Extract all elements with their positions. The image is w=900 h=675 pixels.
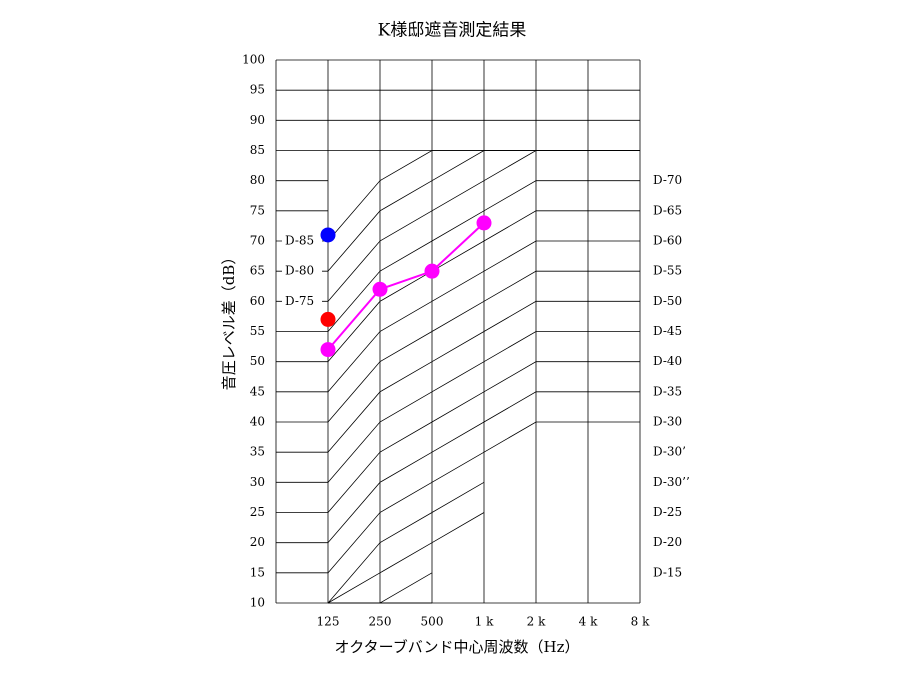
y-tick-label: 45 xyxy=(250,384,265,398)
label-bg xyxy=(282,234,322,248)
data-point xyxy=(476,215,492,231)
reference-curve xyxy=(327,240,640,393)
label-bg xyxy=(282,294,322,309)
curve-label: D-85 xyxy=(285,234,314,248)
label-bg xyxy=(282,264,322,279)
curve-label: D-50 xyxy=(653,294,682,308)
data-point xyxy=(320,227,336,243)
curve-label: D-30’’ xyxy=(653,475,690,489)
reference-curve xyxy=(327,481,485,604)
reference-curve xyxy=(327,512,485,604)
y-tick-label: 95 xyxy=(250,83,265,97)
data-point xyxy=(320,342,336,358)
reference-curve xyxy=(327,150,640,242)
y-tick-label: 100 xyxy=(242,53,265,67)
y-tick-label: 35 xyxy=(250,445,265,459)
reference-curve xyxy=(327,270,640,423)
y-tick-label: 15 xyxy=(250,565,265,579)
curve-label: D-40 xyxy=(653,354,682,368)
x-tick-label: 250 xyxy=(369,615,392,629)
x-tick-label: 4 k xyxy=(579,615,598,629)
y-tick-label: 25 xyxy=(250,505,265,519)
curve-label: D-35 xyxy=(653,384,682,398)
x-tick-label: 2 k xyxy=(527,615,546,629)
y-tick-label: 30 xyxy=(250,475,265,489)
curve-label: D-55 xyxy=(653,264,682,278)
y-tick-label: 75 xyxy=(250,203,265,217)
y-tick-label: 50 xyxy=(250,354,265,368)
x-axis-label: オクターブバンド中心周波数（Hz） xyxy=(335,638,580,656)
curve-label: D-20 xyxy=(653,535,682,549)
y-tick-label: 70 xyxy=(250,234,265,248)
curve-label: D-75 xyxy=(285,294,314,308)
y-tick-label: 85 xyxy=(250,143,265,157)
series-line xyxy=(327,222,485,351)
reference-curve xyxy=(327,391,640,543)
y-tick-label: 10 xyxy=(250,596,265,610)
y-tick-label: 90 xyxy=(250,113,265,127)
y-tick-label: 65 xyxy=(250,264,265,278)
reference-curve xyxy=(328,572,433,604)
data-point xyxy=(424,263,440,279)
curve-label: D-65 xyxy=(653,203,682,217)
y-tick-label: 40 xyxy=(250,415,265,429)
curve-label: D-45 xyxy=(653,324,682,338)
reference-curve xyxy=(327,331,640,483)
chart-title: K様邸遮音測定結果 xyxy=(378,21,527,41)
y-tick-label: 60 xyxy=(250,294,265,308)
curve-label: D-30’ xyxy=(653,445,686,459)
curve-label: D-25 xyxy=(653,505,682,519)
x-tick-label: 125 xyxy=(317,615,340,629)
y-tick-label: 80 xyxy=(250,173,265,187)
reference-curve xyxy=(327,421,640,574)
curve-label: D-15 xyxy=(653,565,682,579)
data-point xyxy=(372,281,388,297)
y-axis-label: 音圧レベル差（dB） xyxy=(220,250,238,391)
reference-curve xyxy=(327,361,640,513)
data-point xyxy=(320,311,336,327)
curve-label: D-60 xyxy=(653,234,682,248)
x-tick-label: 8 k xyxy=(631,615,650,629)
y-tick-label: 20 xyxy=(250,535,265,549)
x-tick-label: 500 xyxy=(421,615,444,629)
y-tick-label: 55 xyxy=(250,324,265,338)
x-tick-label: 1 k xyxy=(475,615,494,629)
reference-curve xyxy=(327,180,640,332)
reference-curve xyxy=(327,300,640,453)
reference-curve xyxy=(327,210,640,362)
curve-label: D-30 xyxy=(653,415,682,429)
curve-label: D-70 xyxy=(653,173,682,187)
curve-label: D-80 xyxy=(285,264,314,278)
